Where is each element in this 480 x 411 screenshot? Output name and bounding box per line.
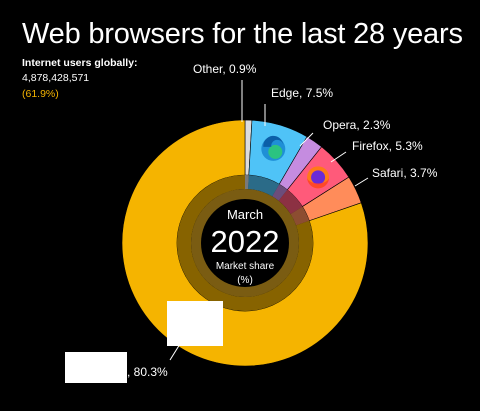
leader-line-firefox: [330, 151, 347, 163]
leader-line-safari: [354, 177, 369, 187]
center-hole: [201, 199, 289, 287]
edge-icon: [261, 135, 286, 161]
center-caption: Market share: [216, 261, 275, 272]
slice-label-other: Other, 0.9%: [193, 62, 257, 76]
firefox-icon: [307, 166, 330, 189]
icons-layer: [261, 135, 330, 189]
center-layer: March 2022 Market share (%): [211, 207, 280, 286]
redaction-box: [65, 352, 127, 383]
slice-inner-opera: [272, 184, 288, 201]
internet-users-label: Internet users globally:: [22, 57, 138, 69]
slice-inner-safari: [290, 206, 310, 226]
center-caption-unit: (%): [237, 275, 253, 286]
center-month: March: [227, 207, 263, 222]
slice-inner-other: [245, 175, 249, 190]
leader-line-opera: [299, 132, 314, 147]
leader-line-series-5: [169, 343, 181, 361]
slice-label-opera: Opera, 2.3%: [323, 118, 391, 132]
slice-label-firefox: Firefox, 5.3%: [352, 139, 423, 153]
center-year: 2022: [211, 224, 280, 259]
slice-label-series-5: , 80.3%: [127, 365, 168, 379]
leaders-layer: [169, 80, 369, 361]
chart-title: Web browsers for the last 28 years: [22, 18, 463, 50]
redaction-box: [167, 301, 223, 346]
inner-layer: [177, 175, 313, 311]
slice-inner-firefox: [278, 189, 303, 215]
internet-users-count: 4,878,428,571: [22, 72, 90, 84]
slice-inner-edge: [248, 175, 280, 197]
labels-layer: Other, 0.9% Edge, 7.5% Opera, 2.3% Firefox,…: [127, 62, 438, 379]
slice-label-safari: Safari, 3.7%: [372, 166, 438, 180]
slice-label-edge: Edge, 7.5%: [271, 86, 333, 100]
internet-users-percentage: (61.9%): [22, 88, 59, 100]
